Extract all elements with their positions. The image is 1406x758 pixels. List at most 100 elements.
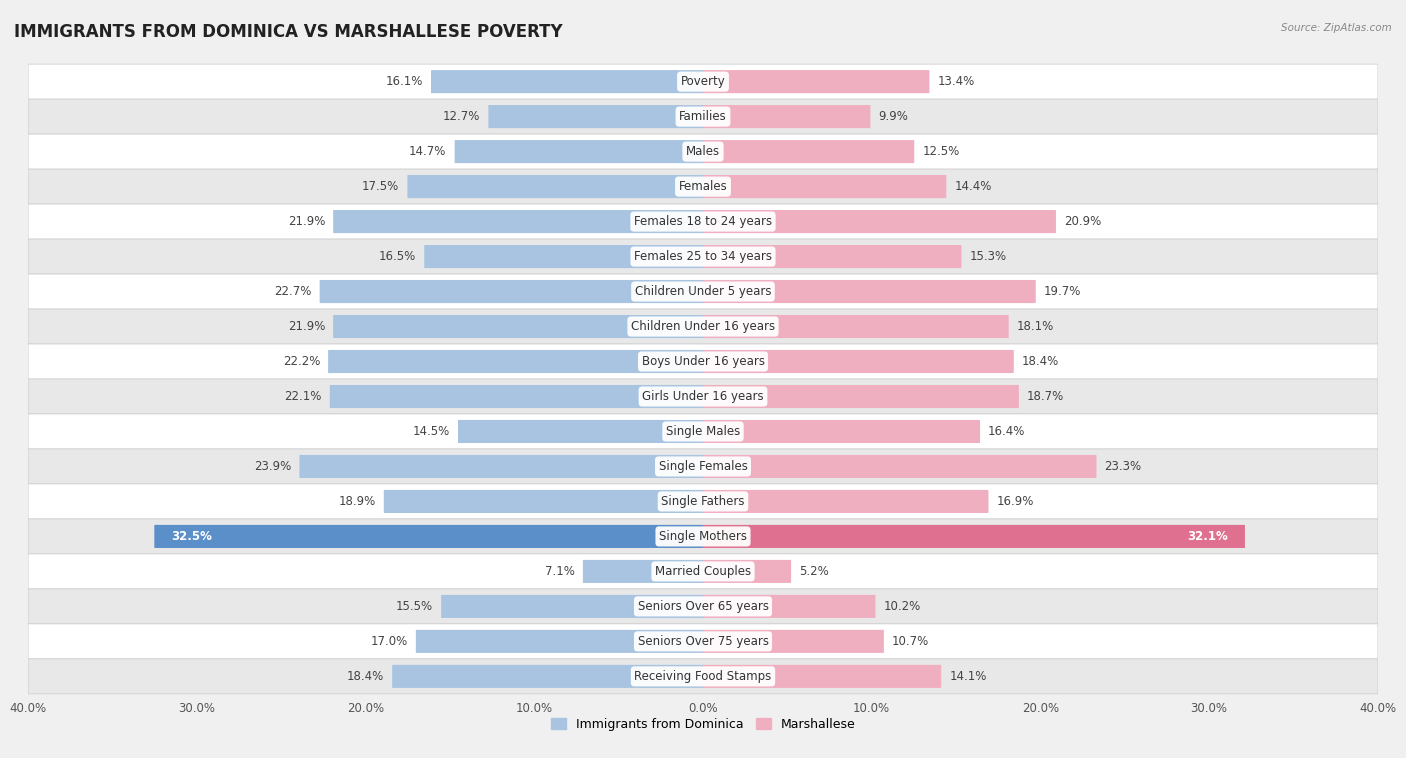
Text: 14.5%: 14.5% [413,425,450,438]
FancyBboxPatch shape [454,140,703,163]
FancyBboxPatch shape [703,665,941,688]
FancyBboxPatch shape [28,589,1378,624]
Text: Seniors Over 65 years: Seniors Over 65 years [637,600,769,613]
FancyBboxPatch shape [703,525,1244,548]
Text: Females 18 to 24 years: Females 18 to 24 years [634,215,772,228]
FancyBboxPatch shape [703,315,1008,338]
FancyBboxPatch shape [28,379,1378,414]
Text: 12.5%: 12.5% [922,145,959,158]
Text: 22.1%: 22.1% [284,390,322,403]
Text: Boys Under 16 years: Boys Under 16 years [641,355,765,368]
FancyBboxPatch shape [28,309,1378,344]
Text: 21.9%: 21.9% [288,215,325,228]
Text: 22.2%: 22.2% [283,355,321,368]
FancyBboxPatch shape [28,239,1378,274]
Text: Single Fathers: Single Fathers [661,495,745,508]
FancyBboxPatch shape [703,245,962,268]
FancyBboxPatch shape [703,175,946,198]
FancyBboxPatch shape [703,210,1056,233]
Text: 18.1%: 18.1% [1017,320,1054,333]
FancyBboxPatch shape [703,70,929,93]
FancyBboxPatch shape [28,64,1378,99]
Text: 16.5%: 16.5% [380,250,416,263]
Text: Males: Males [686,145,720,158]
FancyBboxPatch shape [425,245,703,268]
Text: 5.2%: 5.2% [799,565,830,578]
FancyBboxPatch shape [703,420,980,443]
Text: IMMIGRANTS FROM DOMINICA VS MARSHALLESE POVERTY: IMMIGRANTS FROM DOMINICA VS MARSHALLESE … [14,23,562,41]
Text: 18.4%: 18.4% [1022,355,1059,368]
Text: 18.7%: 18.7% [1026,390,1064,403]
Text: 17.5%: 17.5% [363,180,399,193]
Legend: Immigrants from Dominica, Marshallese: Immigrants from Dominica, Marshallese [546,713,860,736]
FancyBboxPatch shape [703,140,914,163]
FancyBboxPatch shape [330,385,703,408]
Text: Girls Under 16 years: Girls Under 16 years [643,390,763,403]
Text: 15.3%: 15.3% [970,250,1007,263]
FancyBboxPatch shape [703,595,876,618]
Text: 23.3%: 23.3% [1105,460,1142,473]
Text: 18.4%: 18.4% [347,670,384,683]
Text: 10.2%: 10.2% [883,600,921,613]
Text: 14.4%: 14.4% [955,180,991,193]
FancyBboxPatch shape [458,420,703,443]
FancyBboxPatch shape [432,70,703,93]
Text: Females 25 to 34 years: Females 25 to 34 years [634,250,772,263]
FancyBboxPatch shape [384,490,703,513]
Text: 17.0%: 17.0% [371,635,408,648]
FancyBboxPatch shape [28,134,1378,169]
FancyBboxPatch shape [333,315,703,338]
Text: 15.5%: 15.5% [396,600,433,613]
FancyBboxPatch shape [441,595,703,618]
Text: 12.7%: 12.7% [443,110,481,123]
FancyBboxPatch shape [703,560,792,583]
Text: Children Under 16 years: Children Under 16 years [631,320,775,333]
FancyBboxPatch shape [28,449,1378,484]
FancyBboxPatch shape [28,99,1378,134]
FancyBboxPatch shape [28,169,1378,204]
Text: 20.9%: 20.9% [1064,215,1101,228]
Text: Single Females: Single Females [658,460,748,473]
FancyBboxPatch shape [703,280,1036,303]
Text: 16.1%: 16.1% [385,75,423,88]
Text: 16.9%: 16.9% [997,495,1033,508]
Text: Seniors Over 75 years: Seniors Over 75 years [637,635,769,648]
Text: Families: Families [679,110,727,123]
FancyBboxPatch shape [488,105,703,128]
FancyBboxPatch shape [703,630,884,653]
FancyBboxPatch shape [28,484,1378,519]
FancyBboxPatch shape [28,624,1378,659]
Text: 9.9%: 9.9% [879,110,908,123]
Text: Married Couples: Married Couples [655,565,751,578]
Text: 19.7%: 19.7% [1043,285,1081,298]
Text: 14.1%: 14.1% [949,670,987,683]
Text: 14.7%: 14.7% [409,145,447,158]
FancyBboxPatch shape [703,455,1097,478]
FancyBboxPatch shape [392,665,703,688]
FancyBboxPatch shape [28,554,1378,589]
FancyBboxPatch shape [28,519,1378,554]
Text: 23.9%: 23.9% [254,460,291,473]
FancyBboxPatch shape [328,350,703,373]
FancyBboxPatch shape [28,344,1378,379]
Text: 13.4%: 13.4% [938,75,974,88]
Text: 32.1%: 32.1% [1187,530,1227,543]
FancyBboxPatch shape [703,105,870,128]
FancyBboxPatch shape [28,659,1378,694]
Text: Source: ZipAtlas.com: Source: ZipAtlas.com [1281,23,1392,33]
FancyBboxPatch shape [416,630,703,653]
Text: 18.9%: 18.9% [339,495,375,508]
Text: 22.7%: 22.7% [274,285,312,298]
Text: 32.5%: 32.5% [172,530,212,543]
FancyBboxPatch shape [155,525,703,548]
FancyBboxPatch shape [703,385,1019,408]
FancyBboxPatch shape [408,175,703,198]
Text: 10.7%: 10.7% [891,635,929,648]
Text: 21.9%: 21.9% [288,320,325,333]
FancyBboxPatch shape [703,490,988,513]
Text: Single Mothers: Single Mothers [659,530,747,543]
FancyBboxPatch shape [28,414,1378,449]
FancyBboxPatch shape [333,210,703,233]
Text: Receiving Food Stamps: Receiving Food Stamps [634,670,772,683]
FancyBboxPatch shape [299,455,703,478]
